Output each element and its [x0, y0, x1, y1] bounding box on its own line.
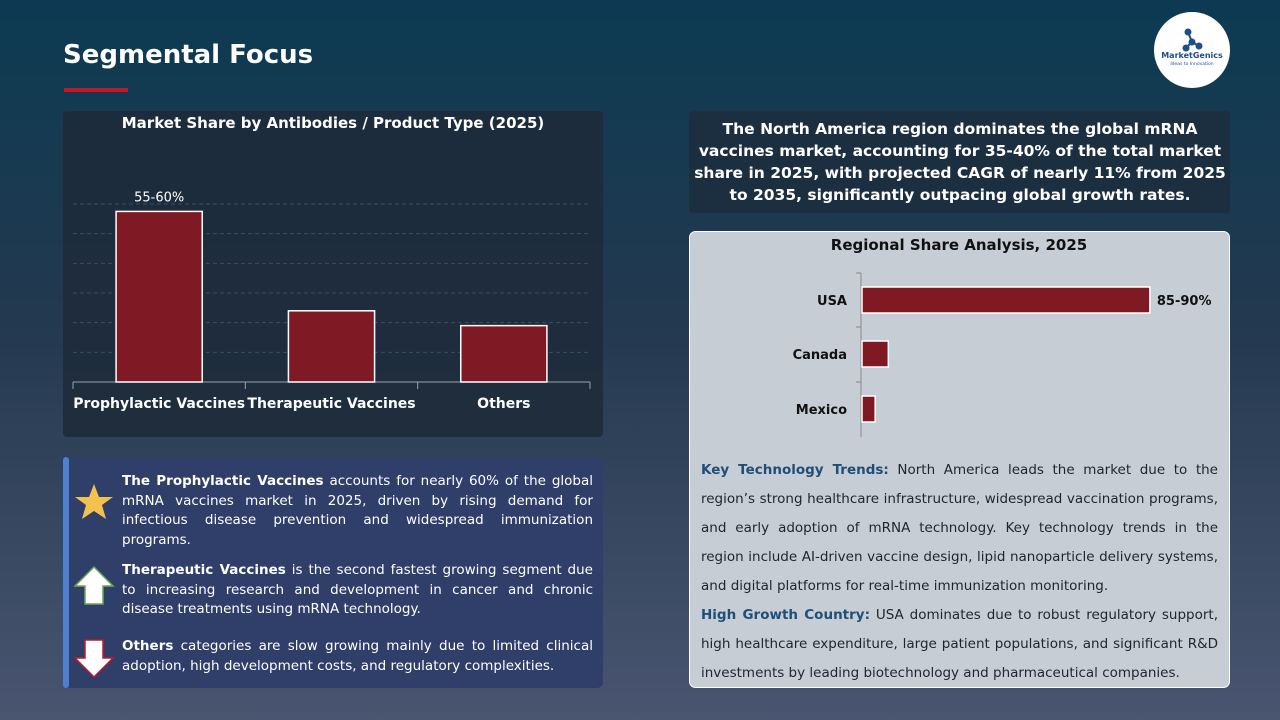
bullet-text: categories are slow growing mainly due t… — [122, 638, 593, 674]
data-label: 85-90% — [1157, 294, 1212, 309]
x-tick-label: Therapeutic Vaccines — [247, 396, 415, 412]
y-tick-label: USA — [817, 294, 847, 309]
bar — [861, 395, 876, 423]
down-arrow-icon — [73, 639, 115, 679]
bar — [861, 286, 1151, 314]
insight-text: North America leads the market due to th… — [701, 462, 1218, 594]
bullet-accent — [63, 457, 69, 688]
x-tick-label: Prophylactic Vaccines — [73, 396, 245, 412]
bar — [115, 210, 203, 383]
star-icon — [75, 484, 113, 519]
insight-item: High Growth Country: USA dominates due t… — [701, 601, 1218, 688]
title-underline — [64, 88, 128, 92]
logo-icon — [1182, 28, 1203, 52]
bullet-item: Others categories are slow growing mainl… — [122, 637, 593, 676]
bullet-lead: Therapeutic Vaccines — [122, 562, 286, 578]
summary-text: The North America region dominates the g… — [694, 120, 1226, 204]
region-panel — [689, 231, 1230, 688]
page-title: Segmental Focus — [63, 40, 314, 70]
insight-label: High Growth Country: — [701, 607, 870, 623]
chart-title: Regional Share Analysis, 2025 — [831, 236, 1087, 254]
insight-item: Key Technology Trends: North America lea… — [701, 456, 1218, 601]
y-tick-label: Mexico — [796, 403, 847, 418]
insight-label: Key Technology Trends: — [701, 462, 889, 478]
bullet-lead: The Prophylactic Vaccines — [122, 473, 324, 489]
logo-name: MarketGenics — [1161, 51, 1223, 60]
bullet-panel — [63, 457, 603, 688]
bar — [287, 310, 376, 383]
bullet-text: accounts for nearly 60% of the global mR… — [122, 473, 594, 548]
bullet-item: Therapeutic Vaccines is the second faste… — [122, 561, 593, 620]
summary-panel — [689, 111, 1230, 213]
bullet-text: is the second fastest growing segment du… — [122, 562, 593, 617]
logo-circle — [1154, 12, 1230, 88]
insight-list: Key Technology Trends: North America lea… — [701, 456, 1218, 688]
data-label: 55-60% — [134, 190, 184, 205]
logo-tagline: Ideas to Innovation — [1170, 61, 1213, 67]
bullet-item: The Prophylactic Vaccines accounts for n… — [122, 472, 593, 550]
bar — [861, 340, 890, 368]
y-tick-label: Canada — [793, 348, 847, 363]
up-arrow-icon — [73, 565, 115, 605]
bar — [460, 324, 548, 383]
insight-text: USA dominates due to robust regulatory s… — [701, 607, 1218, 681]
bullet-lead: Others — [122, 638, 174, 654]
x-tick-label: Others — [477, 396, 530, 412]
chart-title: Market Share by Antibodies / Product Typ… — [122, 114, 544, 132]
